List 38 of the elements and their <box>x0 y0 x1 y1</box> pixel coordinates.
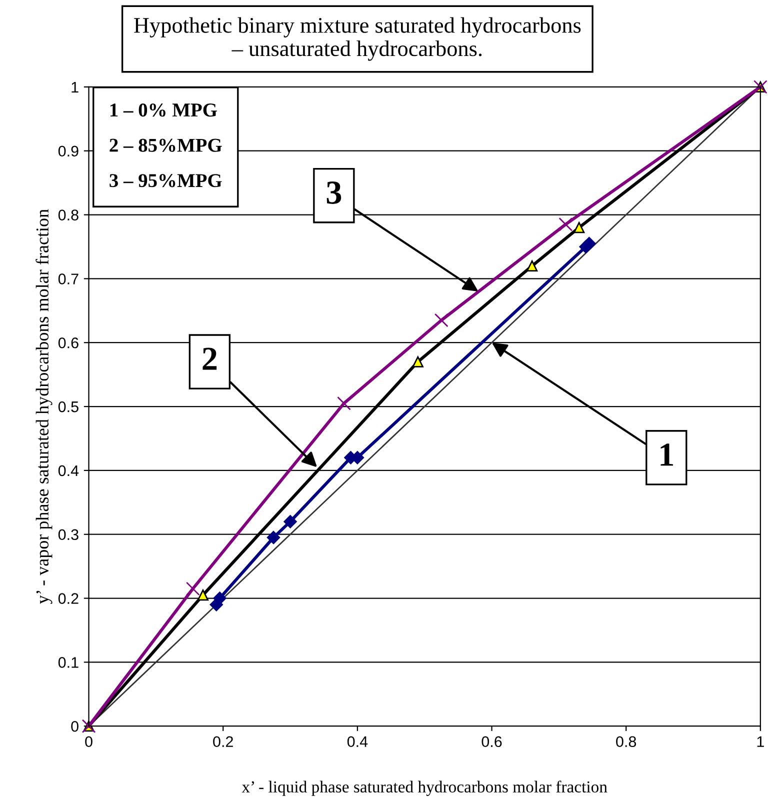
annotation: 1 <box>660 444 673 466</box>
annotation: 3 <box>326 182 342 204</box>
annotation: 2 <box>202 348 217 370</box>
y-tick-label: 0.9 <box>58 146 78 157</box>
x-tick-label: 0.4 <box>347 736 368 748</box>
y-tick-label: 0.1 <box>58 657 78 668</box>
point <box>266 530 280 544</box>
point <box>337 396 351 410</box>
y-tick-label: 0.2 <box>58 593 78 604</box>
point <box>197 590 209 601</box>
y-tick-label: 0.7 <box>58 274 78 284</box>
y-tick-label: 0.5 <box>58 401 78 412</box>
point <box>186 582 200 596</box>
y-tick-label: 1 <box>72 82 78 92</box>
point <box>284 514 297 528</box>
x-tick-label: 1 <box>757 736 764 747</box>
point <box>582 236 596 250</box>
point <box>558 217 573 232</box>
x-tick-label: 0.2 <box>213 736 233 748</box>
y-tick-label: 0.8 <box>58 210 78 220</box>
annotation: 1 – 0% MPG <box>110 103 217 117</box>
point <box>434 313 448 328</box>
point <box>526 260 538 272</box>
point <box>574 222 585 234</box>
point <box>213 592 226 605</box>
x-axis-title: x’ - liquid phase saturated hydrocarbons molar fraction <box>242 780 608 796</box>
point <box>412 356 424 368</box>
x-tick-label: 0.8 <box>616 736 636 748</box>
y-axis-title: y’ - vapor phase saturated hydrocarbons molar fraction <box>36 209 52 604</box>
y-tick-label: 0.3 <box>58 529 78 540</box>
x-tick-label: 0 <box>85 736 92 748</box>
y-tick-label: 0.6 <box>58 337 78 348</box>
y-tick-label: 0.4 <box>58 465 79 476</box>
y-tick-label: 0 <box>71 720 78 732</box>
chart-title: Hypothetic binary mixture saturated hydrocarbons – unsaturated hydrocarbons. <box>134 17 581 61</box>
x-tick-label: 0.6 <box>482 736 502 748</box>
annotation: 2 – 85%MPG <box>110 138 222 152</box>
annotation: 3 – 95%MPG <box>110 174 222 188</box>
